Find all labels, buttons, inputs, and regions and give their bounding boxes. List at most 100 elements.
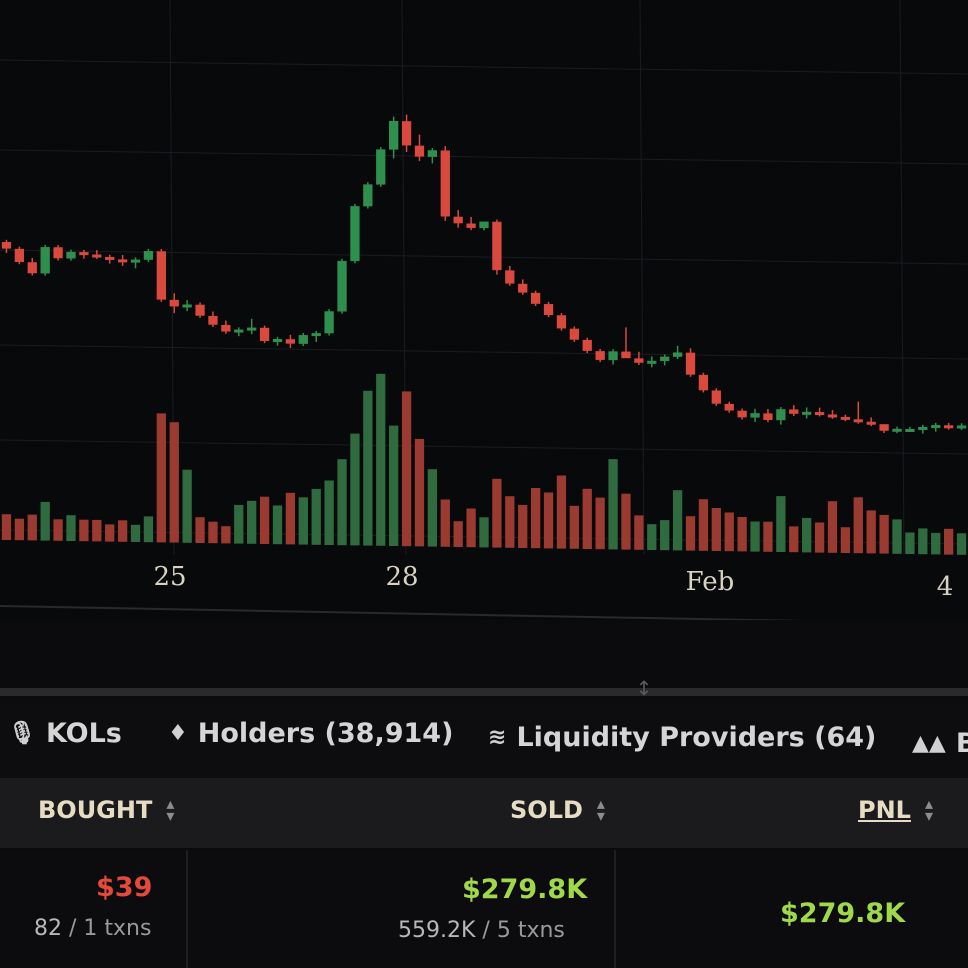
volume-bar (647, 524, 657, 550)
volume-bar (324, 480, 334, 545)
candle-body (530, 292, 541, 304)
candle-body (698, 374, 709, 391)
grid-line (0, 59, 968, 75)
candle-body (543, 304, 554, 316)
candle-body (221, 324, 231, 332)
volume-bar (285, 492, 296, 545)
candle-body (956, 425, 967, 429)
cell-divider (614, 850, 616, 968)
pnl-value: $279.8K (780, 898, 906, 929)
tab-next[interactable]: ▲▲ B (912, 728, 968, 759)
tab-label: Holders (38,914) (197, 718, 454, 749)
candle-body (505, 270, 515, 284)
volume-bar (634, 515, 644, 550)
table-header: BOUGHT ▴ ▾ SOLD ▴ ▾ PNL ▴ ▾ (0, 778, 968, 848)
volume-bar (337, 459, 347, 546)
candle-body (647, 360, 657, 364)
sort-icon[interactable]: ▴ ▾ (596, 794, 605, 825)
volume-bar (234, 504, 244, 544)
volume-bar (814, 522, 825, 553)
panel-resize-divider[interactable] (0, 688, 968, 696)
column-header-pnl[interactable]: PNL ▴ ▾ (858, 794, 933, 825)
volume-bar (221, 526, 231, 544)
tab-holders[interactable]: ♦ Holders (38,914) (168, 718, 453, 749)
volume-bar (79, 519, 89, 542)
volume-bar (505, 496, 515, 548)
candle-body (840, 416, 851, 420)
volume-bar (866, 510, 876, 554)
sort-icon[interactable]: ▴ ▾ (924, 794, 933, 825)
candle-body (724, 403, 734, 411)
candle-body (92, 254, 102, 258)
volume-bar (298, 497, 308, 545)
candle-body (376, 149, 386, 185)
volume-bar (466, 508, 476, 548)
axis-line (0, 605, 807, 620)
volume-bar (724, 512, 734, 552)
header-label: BOUGHT (38, 796, 153, 824)
volume-bar (259, 496, 270, 544)
volume-bar (208, 521, 218, 544)
price-chart[interactable]: 25 28 Feb 4 (0, 0, 968, 620)
candle-body (608, 351, 618, 361)
volume-bar (92, 519, 102, 542)
grid-line (0, 439, 968, 455)
candle-body (660, 356, 670, 362)
candle-body (634, 358, 644, 363)
volume-bar (582, 488, 592, 549)
tab-kols[interactable]: 🎙 KOLs (8, 718, 122, 749)
volume-bar (440, 499, 450, 547)
candle-body (324, 311, 334, 334)
candle-body (117, 259, 128, 263)
candle-body (943, 425, 954, 429)
sort-icon[interactable]: ▴ ▾ (166, 794, 175, 825)
candle-body (389, 121, 399, 150)
candle-body (776, 409, 786, 421)
volume-bar (763, 521, 773, 552)
column-header-bought[interactable]: BOUGHT ▴ ▾ (38, 794, 175, 825)
volume-bar (414, 438, 425, 547)
volume-bar (530, 488, 541, 549)
volume-bar (931, 532, 941, 555)
candle-body (182, 304, 192, 308)
candle-body (130, 259, 141, 263)
candle-body (272, 339, 283, 343)
candle-body (79, 252, 89, 256)
volume-bar (776, 496, 786, 552)
candle-body (621, 351, 631, 359)
updown-arrows-icon[interactable]: ↕ (635, 676, 653, 700)
column-header-sold[interactable]: SOLD ▴ ▾ (510, 794, 605, 825)
candle-body (750, 413, 760, 418)
header-label: PNL (858, 796, 911, 824)
candle-body (711, 390, 721, 404)
candle-body (866, 421, 876, 425)
volume-bar (156, 413, 166, 543)
volume-bar (879, 514, 889, 554)
candle-body (427, 150, 438, 157)
volume-bar (40, 501, 50, 541)
volume-bar (66, 515, 76, 541)
candle-body (518, 283, 528, 293)
x-tick-label: 28 (385, 562, 418, 592)
candle-body (1, 242, 12, 249)
candle-body (853, 419, 863, 423)
candle-body (931, 425, 941, 429)
volume-bar (685, 516, 696, 551)
volume-bar (840, 527, 851, 553)
candle-body (789, 409, 799, 414)
candle-body (40, 247, 50, 274)
candle-body (802, 411, 812, 415)
table-row[interactable]: $39 82 / 1 txns $279.8K 559.2K / 5 txns … (0, 850, 968, 968)
volume-bar (311, 488, 321, 545)
candle-body (363, 184, 373, 207)
volume-bar (608, 459, 618, 550)
grid-line (899, 0, 905, 556)
chart-svg[interactable]: 25 28 Feb 4 (0, 0, 968, 620)
candle-body (53, 247, 63, 259)
candle-body (595, 351, 605, 360)
sold-detail: 559.2K / 5 txns (398, 918, 565, 943)
volume-bar (918, 528, 928, 555)
grid-line (639, 0, 645, 556)
header-label: SOLD (510, 796, 583, 824)
tab-liquidity-providers[interactable]: ≋ Liquidity Providers (64) (488, 722, 876, 753)
